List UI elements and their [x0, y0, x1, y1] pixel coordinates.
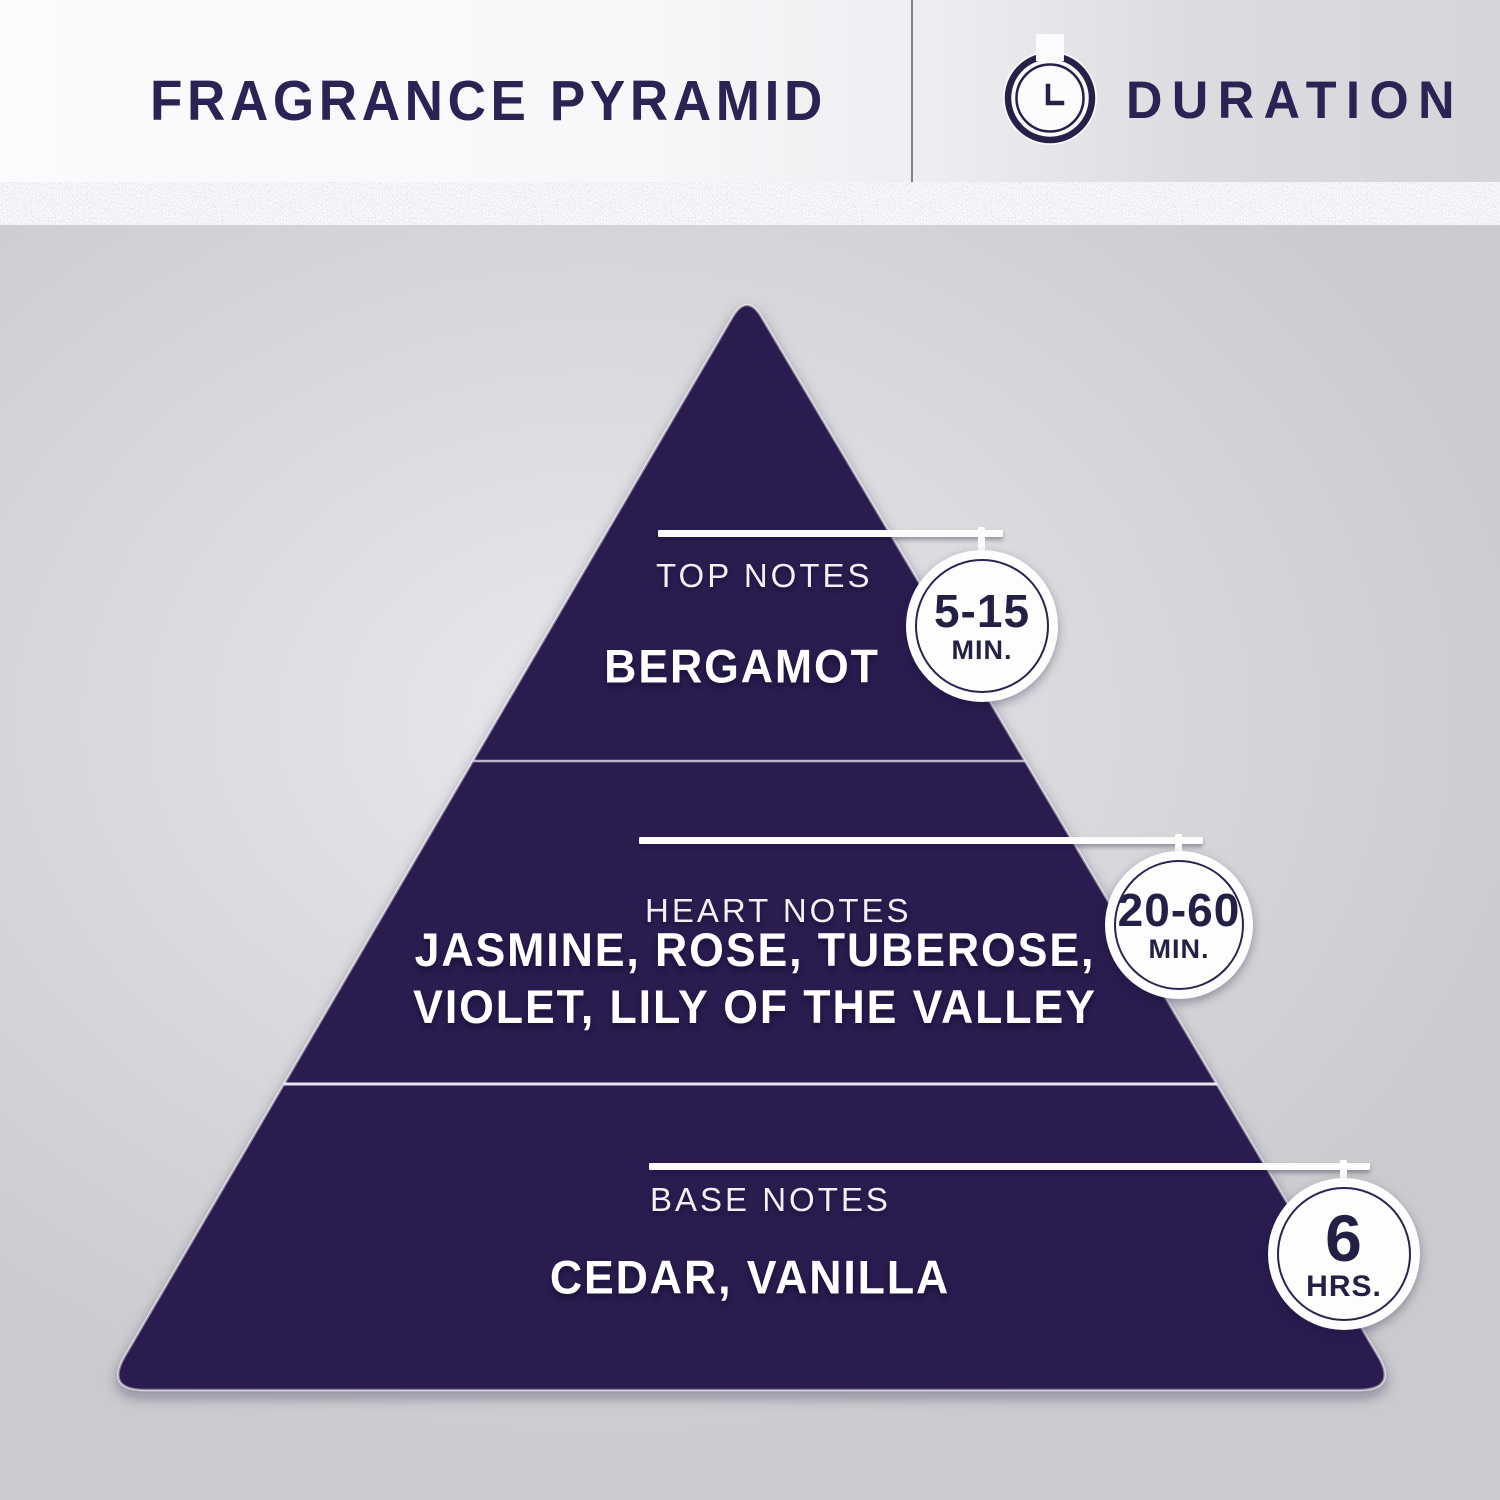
page-title: FRAGRANCE PYRAMID — [150, 69, 827, 133]
section-line-top — [658, 527, 1003, 552]
section-line-heart — [639, 834, 1203, 859]
duration-label: DURATION — [1126, 71, 1464, 130]
section-label-top: TOP NOTES — [656, 557, 873, 594]
badge-ring — [1114, 860, 1244, 990]
section-notes-base: CEDAR, VANILLA — [549, 1250, 951, 1304]
section-line-base — [649, 1160, 1370, 1185]
glitter-band — [0, 182, 1500, 225]
duration-badge-top: 5-15 MIN. — [906, 550, 1058, 702]
header-divider — [911, 0, 913, 182]
section-notes-heart: JASMINE, ROSE, TUBEROSE, VIOLET, LILY OF… — [413, 921, 1097, 1035]
badge-ring — [915, 559, 1049, 693]
pyramid-triangle — [117, 303, 1386, 1392]
badge-ring — [1277, 1187, 1411, 1321]
badge-connector-tick — [1175, 834, 1182, 859]
duration-badge-base: 6 HRS. — [1268, 1178, 1420, 1330]
section-notes-line: VIOLET, LILY OF THE VALLEY — [413, 980, 1097, 1033]
section-label-heart: HEART NOTES — [645, 892, 912, 929]
section-notes-line: JASMINE, ROSE, TUBEROSE, — [414, 923, 1096, 976]
section-notes-top: BERGAMOT — [604, 639, 880, 693]
duration-badge-heart: 20-60 MIN. — [1105, 851, 1253, 999]
header: FRAGRANCE PYRAMID DURATION — [0, 0, 1500, 182]
stopwatch-icon — [1003, 34, 1097, 145]
badge-connector-tick — [1340, 1160, 1347, 1185]
badge-connector-tick — [978, 527, 985, 552]
section-label-base: BASE NOTES — [650, 1181, 891, 1218]
